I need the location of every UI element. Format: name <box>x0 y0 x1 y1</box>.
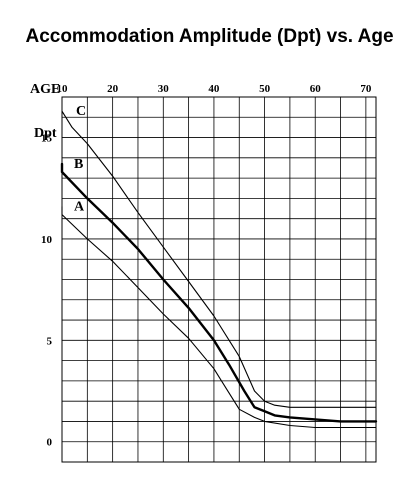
x-tick-label: 60 <box>310 83 322 95</box>
series-line-a <box>61 205 377 429</box>
series-line-b <box>60 162 378 423</box>
x-tick-label: 10 <box>57 83 69 95</box>
x-tick-label: 50 <box>259 83 271 95</box>
y-tick-label: 15 <box>41 133 53 145</box>
y-tick-label: 10 <box>41 234 53 246</box>
y-axis-label: Dpt <box>34 126 57 141</box>
y-tick-label: 5 <box>47 335 53 347</box>
series-label-c: C <box>76 104 86 119</box>
y-tick-label: 0 <box>47 437 53 449</box>
chart-title: Accommodation Amplitude (Dpt) vs. Age <box>25 26 394 47</box>
x-tick-label: 20 <box>107 83 119 95</box>
x-tick-label: 70 <box>360 83 372 95</box>
x-tick-label: 30 <box>158 83 170 95</box>
series-label-a: A <box>74 200 85 215</box>
series-label-b: B <box>74 157 83 172</box>
x-tick-label: 40 <box>208 83 220 95</box>
series-line-c <box>61 110 377 408</box>
x-axis-label: AGE <box>30 82 60 97</box>
